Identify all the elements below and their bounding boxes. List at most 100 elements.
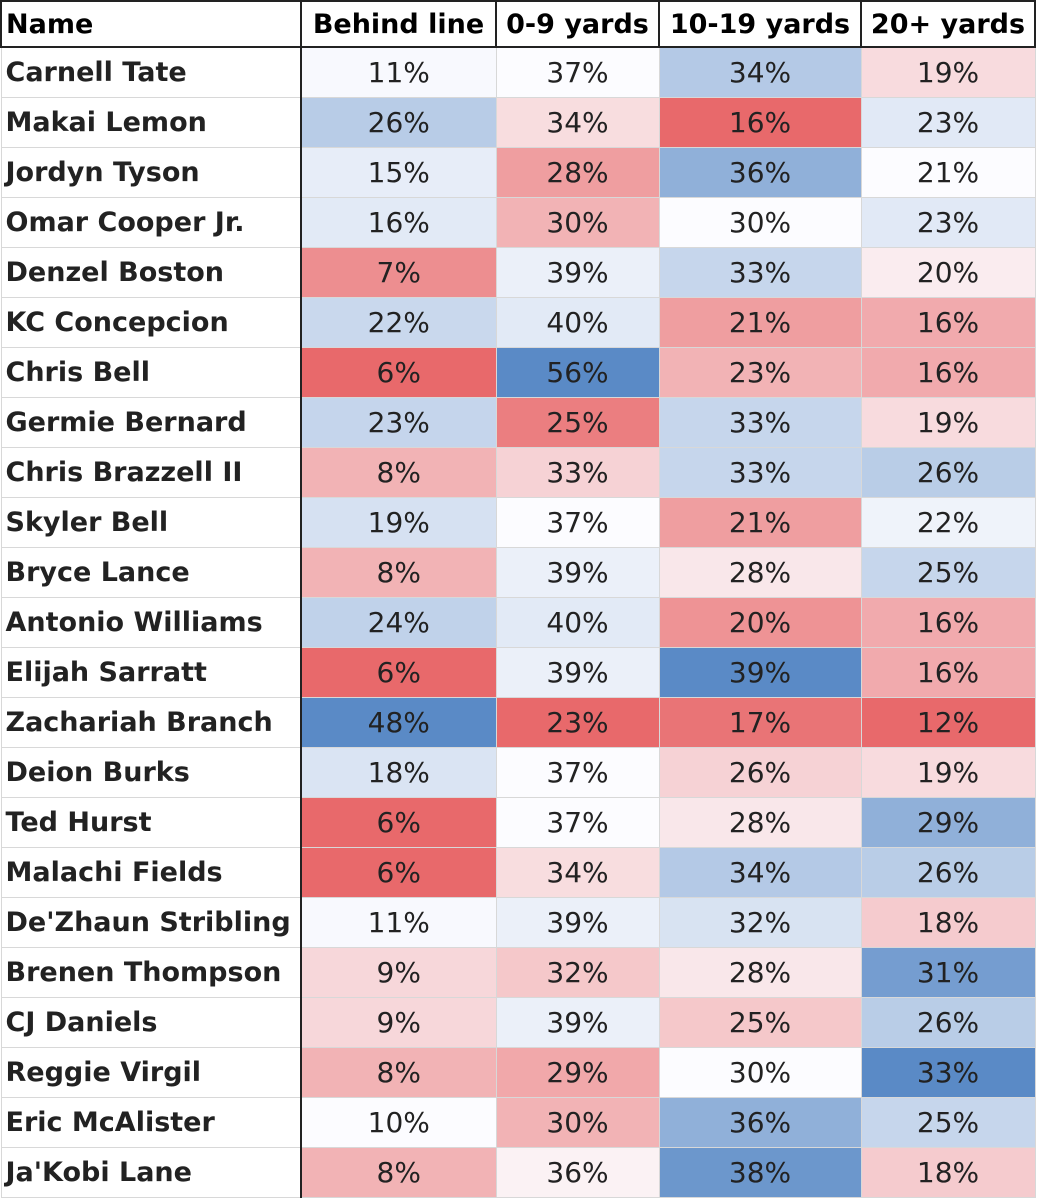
table-body: Carnell Tate 11% 37% 34% 19% Makai Lemon 26% 34… (0, 46, 1036, 1198)
table-row: Eric McAlister 10% 30% 36% 25% (0, 1097, 1036, 1148)
percent-cell: 39% (658, 647, 862, 698)
table-row: De'Zhaun Stribling 11% 39% 32% 18% (0, 897, 1036, 948)
player-name: Makai Lemon (0, 97, 302, 148)
percent-cell: 16% (300, 197, 497, 248)
percent-cell: 20% (860, 247, 1036, 298)
percent-cell: 19% (860, 397, 1036, 448)
player-name: Ted Hurst (0, 797, 302, 848)
player-name: Antonio Williams (0, 597, 302, 648)
player-name: Carnell Tate (0, 46, 302, 98)
player-name: CJ Daniels (0, 997, 302, 1048)
percent-cell: 31% (860, 947, 1036, 998)
percent-cell: 33% (495, 447, 660, 498)
percent-cell: 6% (300, 647, 497, 698)
percent-cell: 23% (860, 97, 1036, 148)
percent-cell: 11% (300, 46, 497, 98)
table-row: KC Concepcion 22% 40% 21% 16% (0, 297, 1036, 348)
percent-cell: 37% (495, 797, 660, 848)
header-cell: 20+ yards (860, 0, 1036, 48)
table-row: Denzel Boston 7% 39% 33% 20% (0, 247, 1036, 298)
table-row: Elijah Sarratt 6% 39% 39% 16% (0, 647, 1036, 698)
percent-cell: 19% (860, 747, 1036, 798)
percent-cell: 21% (658, 497, 862, 548)
player-name: Bryce Lance (0, 547, 302, 598)
header-row: Name Behind line 0-9 yards 10-19 yards 20+ y… (0, 0, 1036, 48)
percent-cell: 26% (658, 747, 862, 798)
percent-cell: 9% (300, 947, 497, 998)
percent-cell: 36% (658, 147, 862, 198)
player-name: Elijah Sarratt (0, 647, 302, 698)
player-name: Ja'Kobi Lane (0, 1147, 302, 1198)
percent-cell: 23% (658, 347, 862, 398)
player-name: Eric McAlister (0, 1097, 302, 1148)
percent-cell: 24% (300, 597, 497, 648)
percent-cell: 18% (300, 747, 497, 798)
percent-cell: 18% (860, 897, 1036, 948)
percent-cell: 37% (495, 497, 660, 548)
percent-cell: 37% (495, 747, 660, 798)
percent-cell: 39% (495, 247, 660, 298)
percent-cell: 25% (860, 1097, 1036, 1148)
percent-cell: 26% (860, 997, 1036, 1048)
percent-cell: 36% (658, 1097, 862, 1148)
header-cell: 0-9 yards (495, 0, 660, 48)
percent-cell: 30% (495, 197, 660, 248)
percent-cell: 16% (860, 297, 1036, 348)
percent-cell: 26% (300, 97, 497, 148)
header-cell: Behind line (300, 0, 497, 48)
percent-cell: 36% (495, 1147, 660, 1198)
player-name: Malachi Fields (0, 847, 302, 898)
player-name: Skyler Bell (0, 497, 302, 548)
percent-cell: 8% (300, 547, 497, 598)
table-row: Zachariah Branch 48% 23% 17% 12% (0, 697, 1036, 748)
table-row: CJ Daniels 9% 39% 25% 26% (0, 997, 1036, 1048)
player-name: Jordyn Tyson (0, 147, 302, 198)
percent-cell: 25% (860, 547, 1036, 598)
percent-cell: 15% (300, 147, 497, 198)
percent-cell: 19% (860, 46, 1036, 98)
player-name: Reggie Virgil (0, 1047, 302, 1098)
percent-cell: 20% (658, 597, 862, 648)
percent-cell: 56% (495, 347, 660, 398)
percent-cell: 22% (860, 497, 1036, 548)
percent-cell: 33% (658, 247, 862, 298)
percent-cell: 21% (658, 297, 862, 348)
percent-cell: 10% (300, 1097, 497, 1148)
percent-cell: 11% (300, 897, 497, 948)
percent-cell: 38% (658, 1147, 862, 1198)
percent-cell: 37% (495, 46, 660, 98)
percent-cell: 26% (860, 847, 1036, 898)
percent-cell: 23% (860, 197, 1036, 248)
percent-cell: 18% (860, 1147, 1036, 1198)
percent-cell: 33% (860, 1047, 1036, 1098)
player-name: De'Zhaun Stribling (0, 897, 302, 948)
percent-cell: 17% (658, 697, 862, 748)
percent-cell: 7% (300, 247, 497, 298)
player-name: Chris Bell (0, 347, 302, 398)
percent-cell: 6% (300, 847, 497, 898)
percent-cell: 30% (658, 197, 862, 248)
percent-cell: 32% (658, 897, 862, 948)
percent-cell: 25% (495, 397, 660, 448)
percent-cell: 16% (860, 347, 1036, 398)
percent-cell: 25% (658, 997, 862, 1048)
percent-cell: 39% (495, 897, 660, 948)
player-name: Deion Burks (0, 747, 302, 798)
header-cell: Name (0, 0, 302, 48)
percent-cell: 6% (300, 347, 497, 398)
player-name: Chris Brazzell II (0, 447, 302, 498)
percent-cell: 40% (495, 297, 660, 348)
percent-cell: 33% (658, 397, 862, 448)
table-row: Brenen Thompson 9% 32% 28% 31% (0, 947, 1036, 998)
player-name: KC Concepcion (0, 297, 302, 348)
header-cell: 10-19 yards (658, 0, 862, 48)
percent-cell: 48% (300, 697, 497, 748)
percent-cell: 12% (860, 697, 1036, 748)
percent-cell: 33% (658, 447, 862, 498)
percent-cell: 28% (658, 947, 862, 998)
percent-cell: 39% (495, 547, 660, 598)
table-row: Ted Hurst 6% 37% 28% 29% (0, 797, 1036, 848)
table-row: Skyler Bell 19% 37% 21% 22% (0, 497, 1036, 548)
